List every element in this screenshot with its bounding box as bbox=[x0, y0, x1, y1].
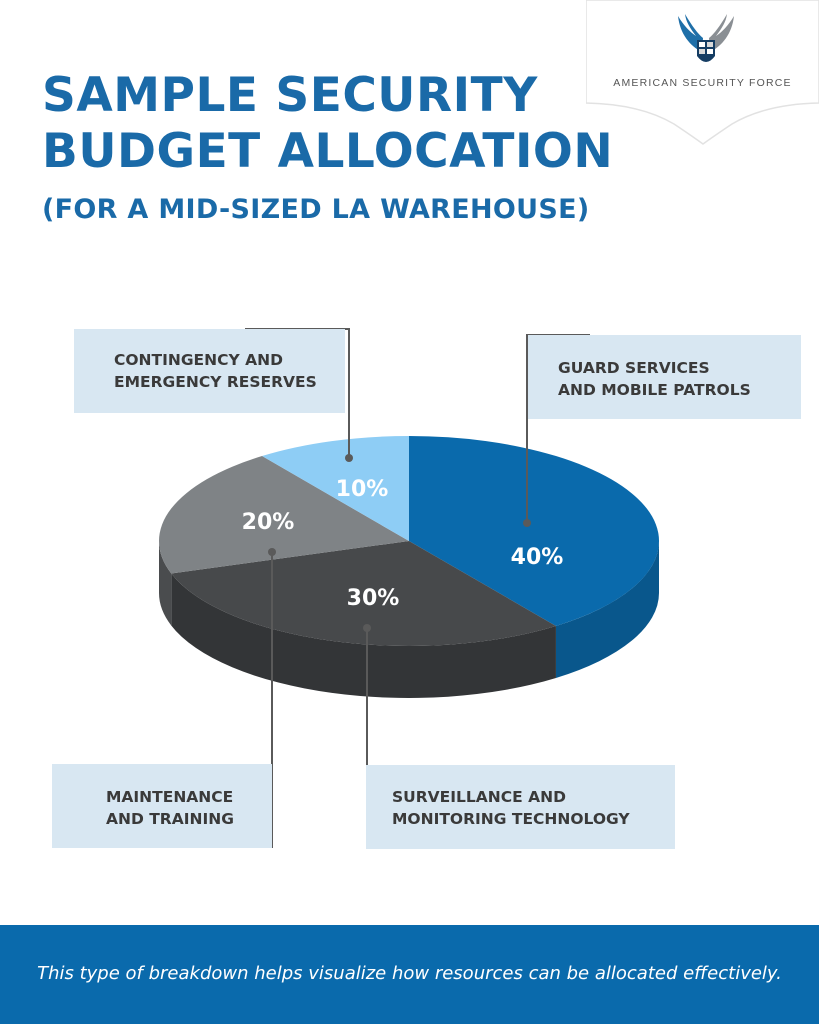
footer-banner: This type of breakdown helps visualize h… bbox=[0, 925, 819, 1024]
label-surveillance-technology: SURVEILLANCE AND MONITORING TECHNOLOGY bbox=[366, 765, 675, 849]
label-line: GUARD SERVICES bbox=[558, 359, 710, 377]
label-line: MONITORING TECHNOLOGY bbox=[392, 810, 630, 828]
leader-dot bbox=[523, 519, 531, 527]
leader-dot bbox=[268, 548, 276, 556]
brand-name: AMERICAN SECURITY FORCE bbox=[613, 77, 792, 89]
label-line: SURVEILLANCE AND bbox=[392, 788, 566, 806]
pie-slice bbox=[409, 436, 660, 626]
pie-slice bbox=[262, 435, 409, 541]
pie-data-label: 40% bbox=[511, 545, 564, 570]
footer-text: This type of breakdown helps visualize h… bbox=[37, 963, 782, 984]
label-line: AND TRAINING bbox=[106, 810, 234, 828]
pie-data-label: 10% bbox=[336, 477, 389, 502]
label-line: CONTINGENCY AND bbox=[114, 351, 283, 369]
label-line: MAINTENANCE bbox=[106, 788, 234, 806]
label-contingency-reserves: CONTINGENCY AND EMERGENCY RESERVES bbox=[74, 329, 345, 413]
title-line-1: SAMPLE SECURITY bbox=[42, 68, 538, 123]
page-subtitle: (FOR A MID-SIZED LA WAREHOUSE) bbox=[42, 194, 590, 225]
pie-chart: 40% 30% 20% 10% bbox=[146, 328, 660, 849]
brand-badge: AMERICAN SECURITY FORCE bbox=[586, 0, 819, 145]
label-guard-services: GUARD SERVICES AND MOBILE PATROLS bbox=[528, 335, 801, 419]
pie-slice bbox=[158, 456, 409, 574]
label-maintenance-training: MAINTENANCE AND TRAINING bbox=[52, 764, 272, 848]
title-line-2: BUDGET ALLOCATION bbox=[42, 124, 614, 179]
pie-data-label: 20% bbox=[242, 510, 295, 535]
pie-slices bbox=[158, 435, 660, 647]
pie-sides bbox=[159, 541, 659, 699]
leader-dot bbox=[363, 624, 371, 632]
pie-slice bbox=[171, 541, 556, 647]
pie-side-wall bbox=[159, 541, 172, 626]
brand-badge-shape bbox=[586, 0, 819, 145]
pie-side-wall bbox=[171, 573, 556, 699]
pie-data-label: 30% bbox=[347, 586, 400, 611]
pie-side-wall bbox=[555, 541, 659, 678]
leader-dot bbox=[345, 454, 353, 462]
label-line: EMERGENCY RESERVES bbox=[114, 373, 317, 391]
data-labels: 40% 30% 20% 10% bbox=[242, 477, 564, 611]
page-title: SAMPLE SECURITY BUDGET ALLOCATION bbox=[42, 68, 613, 180]
label-line: AND MOBILE PATROLS bbox=[558, 381, 751, 399]
